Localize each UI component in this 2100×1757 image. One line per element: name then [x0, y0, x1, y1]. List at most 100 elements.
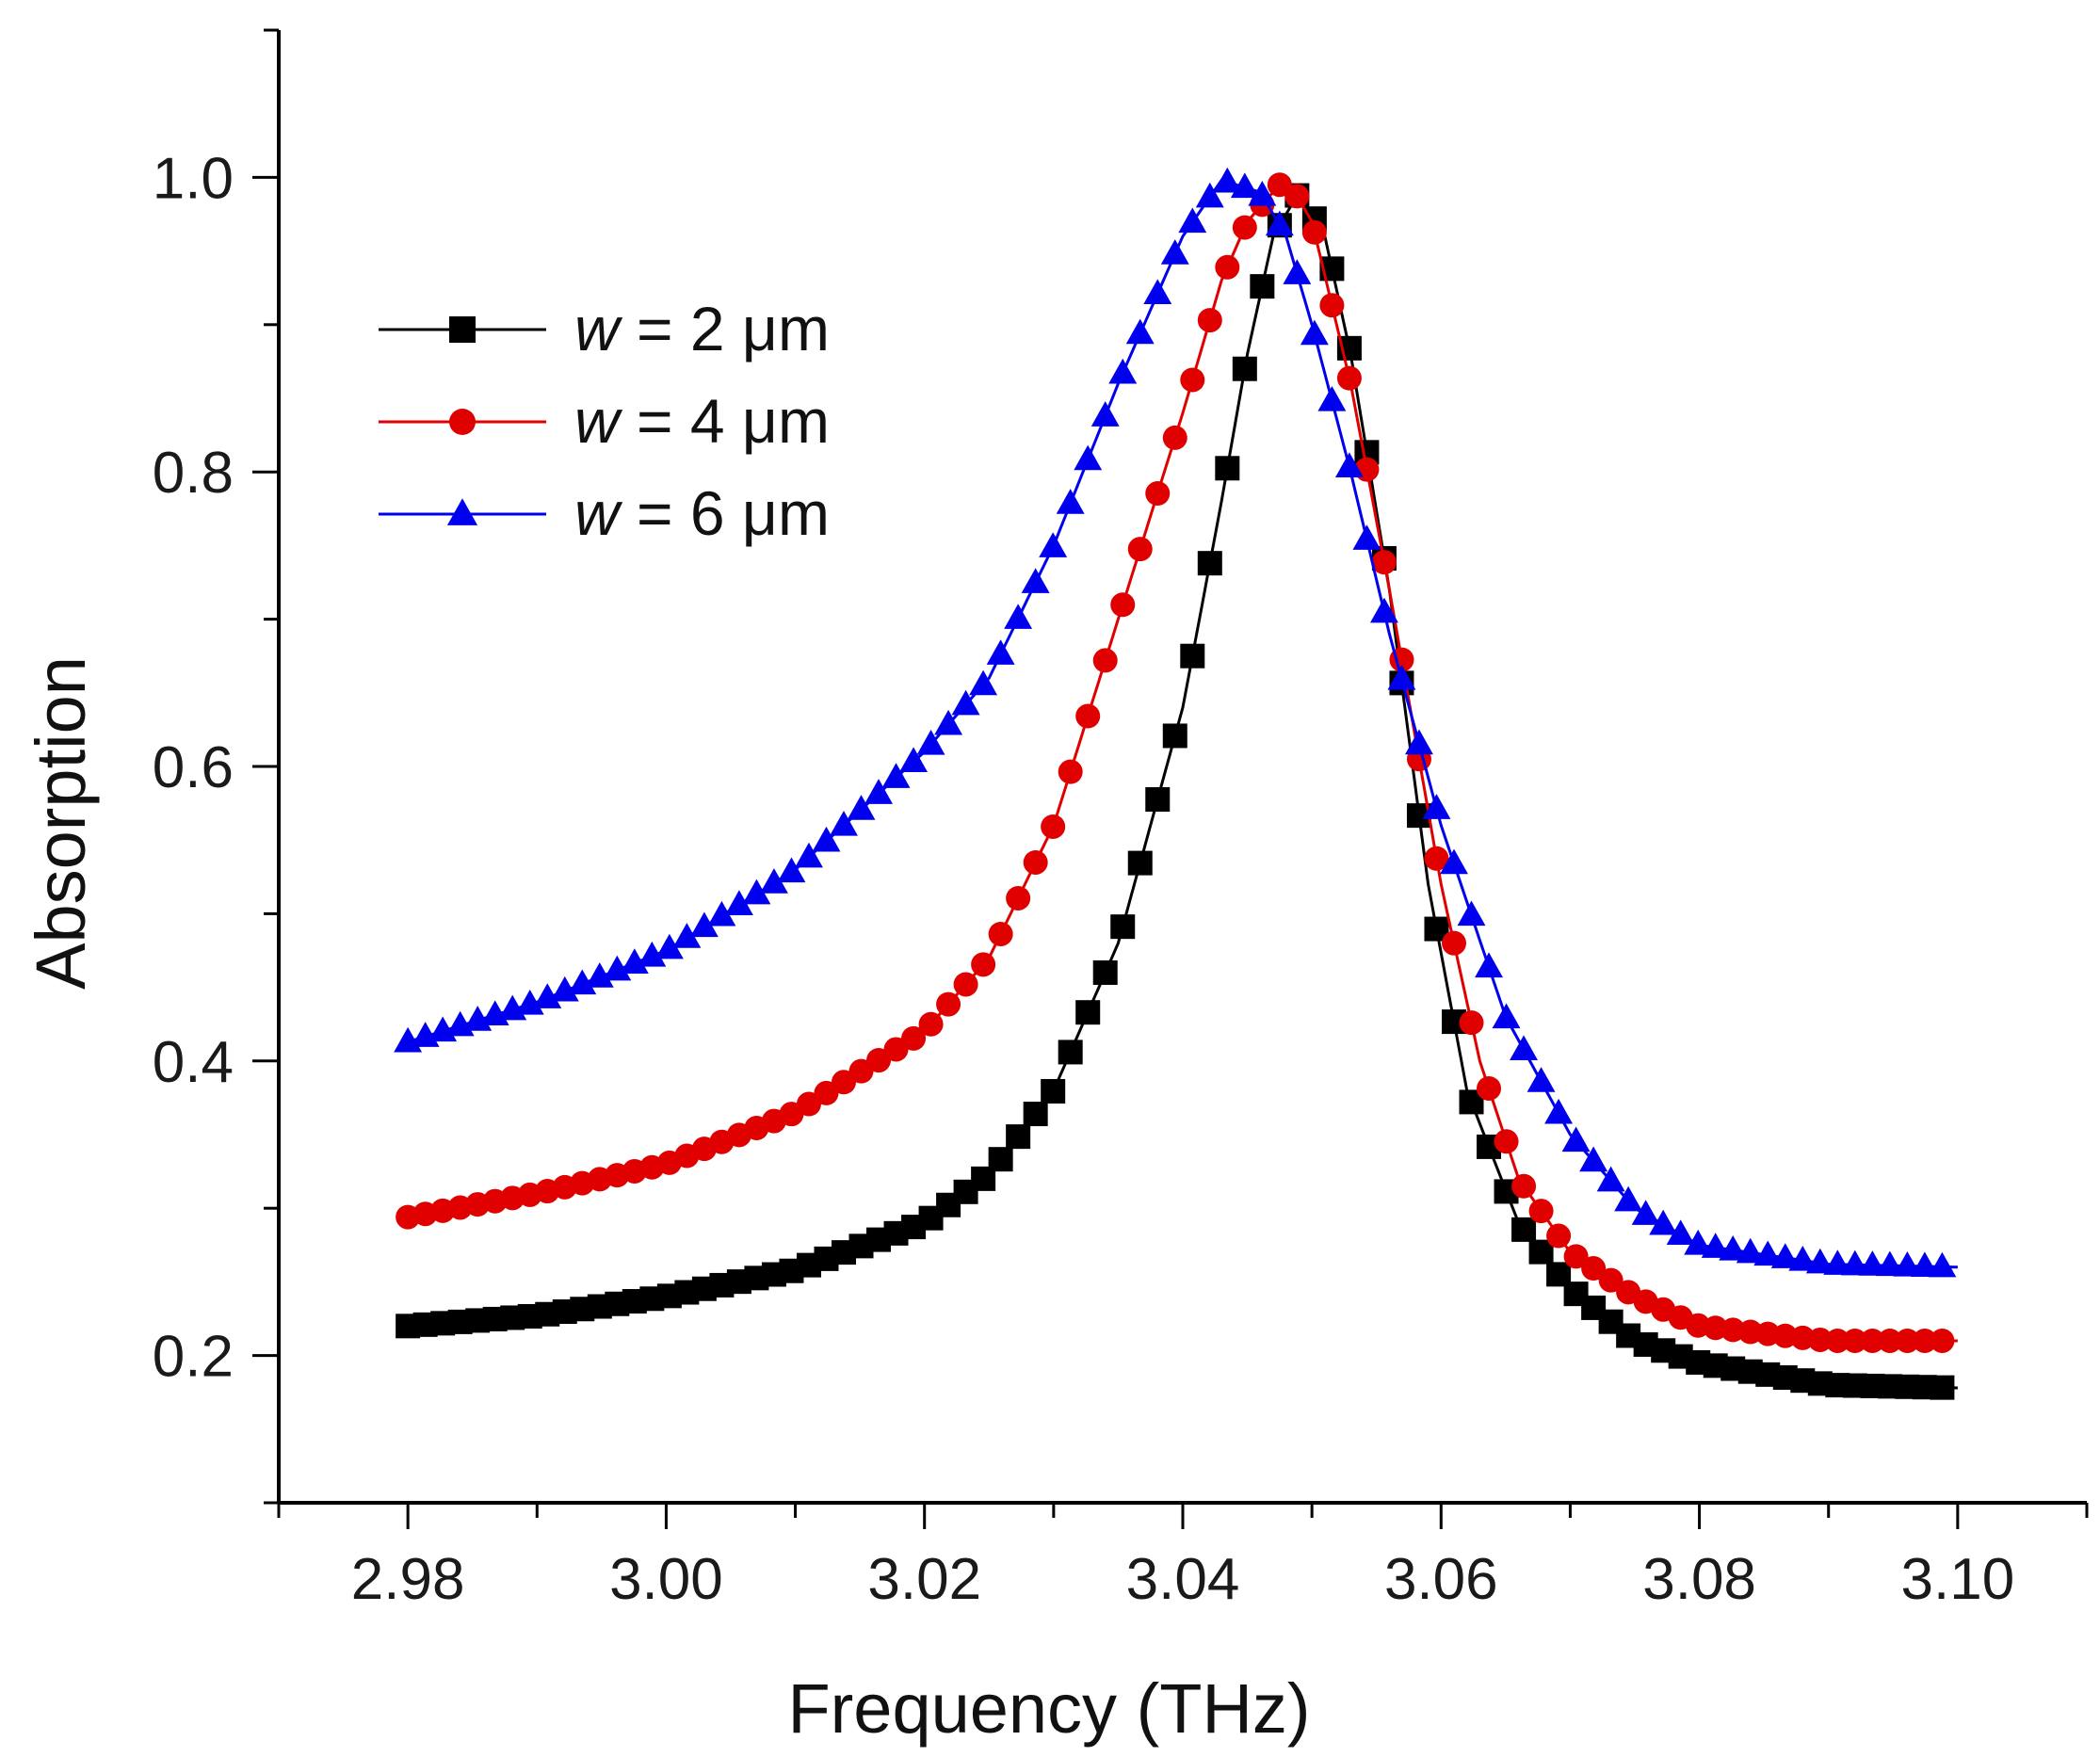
legend-label: w = 6 μm	[574, 478, 830, 548]
data-point	[1930, 1375, 1955, 1400]
data-point	[1215, 254, 1240, 280]
data-point	[1041, 1078, 1066, 1104]
data-point	[1596, 1166, 1625, 1192]
y-axis-title: Absorption	[22, 656, 100, 990]
data-point	[1561, 1126, 1591, 1153]
data-point	[1528, 1199, 1554, 1224]
data-point	[1319, 293, 1345, 318]
data-point	[1232, 215, 1257, 240]
data-point	[1893, 1250, 1922, 1277]
data-point	[1178, 207, 1207, 234]
data-point	[1058, 759, 1083, 784]
data-point	[1160, 239, 1189, 265]
data-point	[1563, 1244, 1589, 1269]
data-point	[1840, 1249, 1869, 1276]
data-point	[1108, 358, 1138, 384]
data-point	[1267, 172, 1292, 198]
data-point	[1004, 604, 1033, 629]
data-point	[1598, 1267, 1623, 1293]
data-point	[707, 900, 736, 927]
data-point	[1317, 386, 1347, 411]
data-point	[795, 842, 823, 868]
data-point	[1930, 1328, 1955, 1353]
data-point	[1719, 1234, 1748, 1261]
x-axis-title: Frequency (THz)	[787, 1669, 1310, 1748]
legend-value: = 2 μm	[620, 294, 830, 363]
data-point	[689, 911, 719, 938]
data-point	[881, 763, 911, 788]
data-point	[832, 1070, 856, 1095]
data-point	[1666, 1219, 1695, 1246]
data-point	[1283, 259, 1312, 284]
data-point	[1127, 537, 1153, 562]
data-point	[1230, 172, 1259, 199]
data-point	[1021, 568, 1050, 593]
y-tick-label: 0.8	[153, 441, 234, 506]
data-point	[1125, 318, 1155, 345]
data-point	[1092, 648, 1118, 673]
data-point	[899, 747, 929, 773]
data-point	[986, 639, 1015, 665]
data-point	[1006, 885, 1031, 911]
data-point	[1770, 1243, 1800, 1268]
data-point	[830, 810, 858, 836]
legend-variable: w	[574, 294, 623, 363]
data-point	[1213, 167, 1242, 193]
data-point	[814, 1080, 839, 1105]
data-point	[1807, 1327, 1833, 1352]
legend-value: = 4 μm	[620, 386, 830, 456]
data-point	[1614, 1185, 1643, 1212]
data-point	[1858, 1250, 1887, 1276]
data-point	[1352, 524, 1381, 550]
data-point	[550, 975, 579, 1002]
data-point	[969, 669, 998, 696]
x-tick-label: 3.02	[867, 1547, 981, 1612]
data-point	[759, 868, 788, 894]
data-point	[654, 933, 684, 959]
data-point	[847, 795, 876, 820]
data-point	[1527, 1067, 1556, 1092]
data-point	[1823, 1249, 1852, 1275]
data-point	[1877, 1328, 1902, 1353]
data-point	[1511, 1173, 1537, 1199]
data-point	[446, 498, 478, 525]
data-point	[1631, 1200, 1660, 1225]
data-point	[971, 952, 996, 977]
series-line	[407, 189, 1958, 1390]
data-point	[515, 989, 544, 1015]
data-point	[1041, 814, 1066, 839]
legend-label: w = 4 μm	[574, 386, 830, 456]
data-point	[1056, 489, 1085, 514]
data-point	[1860, 1328, 1885, 1353]
data-point	[777, 857, 806, 883]
data-point	[951, 689, 980, 716]
data-point	[883, 1037, 909, 1062]
data-point	[585, 962, 614, 988]
data-point	[1301, 219, 1327, 245]
data-point	[1197, 308, 1222, 333]
x-tick-label: 3.06	[1384, 1547, 1498, 1612]
data-point	[1753, 1240, 1783, 1266]
data-point	[1110, 914, 1136, 940]
y-tick-label: 0.4	[153, 1030, 234, 1095]
data-point	[1074, 444, 1103, 471]
data-point	[1910, 1251, 1939, 1278]
data-point	[1075, 1000, 1101, 1025]
data-point	[1284, 184, 1310, 209]
data-point	[1440, 848, 1468, 875]
data-point	[1180, 643, 1205, 669]
data-point	[988, 1147, 1013, 1172]
data-point	[1334, 452, 1364, 478]
x-tick-label: 3.10	[1901, 1547, 2015, 1612]
data-point	[1195, 182, 1224, 208]
data-point	[1300, 319, 1329, 346]
data-point	[620, 948, 649, 974]
data-point	[1143, 279, 1172, 305]
data-point	[1006, 1124, 1031, 1150]
data-point	[1023, 1102, 1048, 1127]
data-point	[1387, 664, 1416, 690]
data-point	[866, 1048, 892, 1073]
data-point	[1546, 1223, 1572, 1249]
data-point	[1511, 1217, 1537, 1242]
